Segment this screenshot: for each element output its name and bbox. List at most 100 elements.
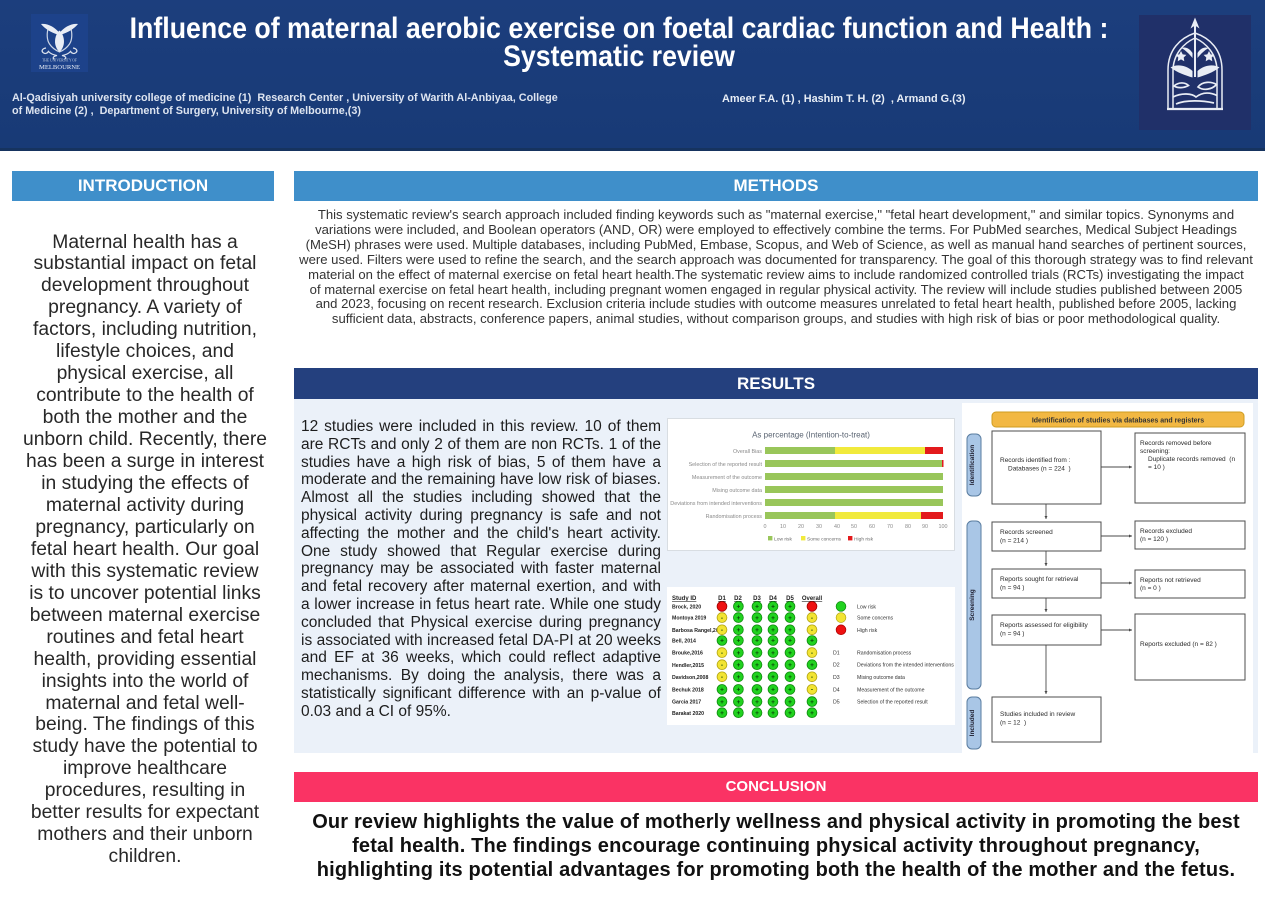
svg-text:+: + xyxy=(755,710,759,717)
svg-text:+: + xyxy=(810,699,814,706)
svg-text:-: - xyxy=(721,662,723,669)
svg-text:+: + xyxy=(720,699,724,706)
svg-text:Hendler,2015: Hendler,2015 xyxy=(672,663,704,669)
svg-text:(n = 94 ): (n = 94 ) xyxy=(1000,631,1024,638)
svg-text:Some concerns: Some concerns xyxy=(857,616,893,622)
svg-text:Overall: Overall xyxy=(802,596,823,602)
svg-text:(n = 214 ): (n = 214 ) xyxy=(1000,538,1028,545)
svg-text:-: - xyxy=(811,627,813,634)
svg-text:Barbosa Rangel,2019: Barbosa Rangel,2019 xyxy=(672,628,725,634)
svg-text:+: + xyxy=(755,699,759,706)
svg-text:Selection of the reported resu: Selection of the reported result xyxy=(689,462,763,468)
svg-text:Low risk: Low risk xyxy=(857,604,876,610)
svg-text:+: + xyxy=(810,638,814,645)
svg-text:+: + xyxy=(771,699,775,706)
svg-text:Mising outcome data: Mising outcome data xyxy=(712,488,762,494)
svg-text:High risk: High risk xyxy=(854,536,874,542)
svg-text:Mising outcome data: Mising outcome data xyxy=(857,675,905,681)
svg-text:-: - xyxy=(721,615,723,622)
svg-text:Databases (n = 224 ): Databases (n = 224 ) xyxy=(1008,466,1071,473)
svg-text:+: + xyxy=(755,638,759,645)
svg-text:+: + xyxy=(755,662,759,669)
svg-text:+: + xyxy=(788,650,792,657)
svg-text:+: + xyxy=(737,710,741,717)
svg-text:Low risk: Low risk xyxy=(774,536,792,542)
svg-text:= 10 ): = 10 ) xyxy=(1148,464,1165,471)
svg-text:10: 10 xyxy=(780,524,786,530)
svg-text:+: + xyxy=(788,627,792,634)
svg-text:Deviations from intended inter: Deviations from intended interventions xyxy=(670,501,762,507)
svg-text:D1: D1 xyxy=(833,651,840,657)
svg-text:+: + xyxy=(788,674,792,681)
svg-text:Randomisation process: Randomisation process xyxy=(706,514,763,520)
svg-text:+: + xyxy=(771,674,775,681)
svg-text:As percentage (Intention-to-tr: As percentage (Intention-to-treat) xyxy=(752,431,870,440)
svg-text:Bechuk 2018: Bechuk 2018 xyxy=(672,688,704,694)
svg-text:Reports sought for retrieval: Reports sought for retrieval xyxy=(1000,576,1079,583)
svg-text:+: + xyxy=(788,710,792,717)
svg-text:D2: D2 xyxy=(833,663,840,669)
svg-text:Brock, 2020: Brock, 2020 xyxy=(672,605,701,611)
svg-text:+: + xyxy=(771,627,775,634)
svg-text:+: + xyxy=(771,710,775,717)
svg-text:Davidson,2008: Davidson,2008 xyxy=(672,675,708,681)
svg-text:Montoya 2019: Montoya 2019 xyxy=(672,616,706,622)
svg-text:Screening: Screening xyxy=(969,589,976,620)
svg-text:Measurement of the outcome: Measurement of the outcome xyxy=(857,687,925,693)
svg-text:+: + xyxy=(755,674,759,681)
svg-text:Brouke,2016: Brouke,2016 xyxy=(672,651,703,657)
svg-text:+: + xyxy=(737,662,741,669)
svg-text:(n = 12 ): (n = 12 ) xyxy=(1000,720,1026,727)
svg-text:Randomisation process: Randomisation process xyxy=(857,651,912,657)
svg-text:High risk: High risk xyxy=(857,628,878,634)
svg-text:+: + xyxy=(737,604,741,611)
svg-text:Measurement of the outcome: Measurement of the outcome xyxy=(692,475,762,481)
svg-text:-: - xyxy=(811,674,813,681)
svg-text:Duplicate records removed (n: Duplicate records removed (n xyxy=(1148,456,1235,463)
svg-text:Barakat 2020: Barakat 2020 xyxy=(672,711,704,717)
svg-text:Bell, 2014: Bell, 2014 xyxy=(672,639,696,645)
svg-text:THE UNIVERSITY OF: THE UNIVERSITY OF xyxy=(42,59,77,63)
svg-text:-: - xyxy=(721,650,723,657)
svg-text:Records excluded: Records excluded xyxy=(1140,528,1192,535)
svg-text:+: + xyxy=(788,615,792,622)
svg-text:Records identified from :: Records identified from : xyxy=(1000,457,1071,464)
svg-text:D4: D4 xyxy=(833,687,840,693)
svg-text:+: + xyxy=(737,638,741,645)
svg-text:MELBOURNE: MELBOURNE xyxy=(39,64,80,71)
svg-text:+: + xyxy=(737,627,741,634)
svg-text:-: - xyxy=(721,627,723,634)
svg-text:+: + xyxy=(788,604,792,611)
svg-text:+: + xyxy=(771,662,775,669)
svg-text:Included: Included xyxy=(969,710,976,737)
svg-text:+: + xyxy=(788,638,792,645)
svg-text:+: + xyxy=(755,650,759,657)
svg-text:+: + xyxy=(737,650,741,657)
svg-text:30: 30 xyxy=(816,524,822,530)
svg-text:Records removed before: Records removed before xyxy=(1140,440,1212,447)
svg-text:(n = 0 ): (n = 0 ) xyxy=(1140,585,1161,592)
svg-text:Study ID: Study ID xyxy=(672,596,697,602)
svg-text:+: + xyxy=(755,627,759,634)
svg-text:+: + xyxy=(720,710,724,717)
svg-text:Garcia 2017: Garcia 2017 xyxy=(672,700,701,706)
svg-text:Deviations from the intended: Deviations from the intended interventio… xyxy=(857,663,954,669)
svg-text:Reports assessed for eligibili: Reports assessed for eligibility xyxy=(1000,622,1089,629)
svg-text:Identification: Identification xyxy=(969,445,976,485)
svg-text:90: 90 xyxy=(922,524,928,530)
svg-text:+: + xyxy=(810,662,814,669)
svg-text:60: 60 xyxy=(869,524,875,530)
svg-text:+: + xyxy=(737,674,741,681)
svg-text:Studies included in review: Studies included in review xyxy=(1000,711,1075,718)
svg-text:-: - xyxy=(811,687,813,694)
svg-text:+: + xyxy=(737,699,741,706)
svg-text:+: + xyxy=(788,699,792,706)
svg-text:+: + xyxy=(771,604,775,611)
svg-text:50: 50 xyxy=(851,524,857,530)
svg-text:D2: D2 xyxy=(734,596,742,602)
svg-text:D5: D5 xyxy=(833,700,840,706)
svg-text:+: + xyxy=(771,615,775,622)
svg-text:D1: D1 xyxy=(718,596,726,602)
svg-text:D5: D5 xyxy=(786,596,794,602)
svg-text:+: + xyxy=(755,687,759,694)
